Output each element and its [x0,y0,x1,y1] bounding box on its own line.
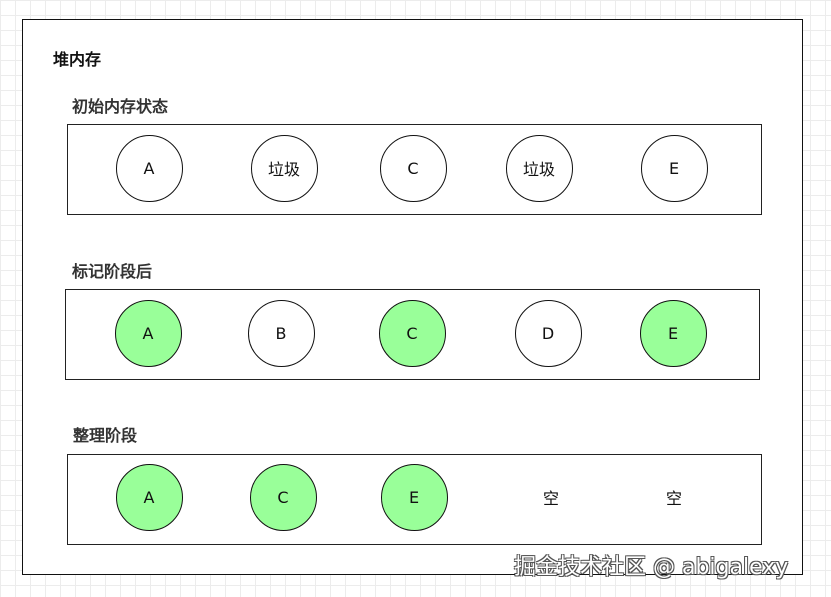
object-node: 垃圾 [505,134,573,202]
section-label: 初始内存状态 [72,97,169,116]
object-node: B [247,299,315,367]
section-label: 标记阶段后 [72,262,153,281]
heap-title: 堆内存 [53,50,102,69]
object-node: C [379,134,447,202]
marked-object: A [114,299,182,367]
marked-object: E [380,463,448,531]
marked-object: C [249,463,317,531]
marked-object: C [378,299,446,367]
empty-slot: 空 [665,489,683,508]
section-label: 整理阶段 [73,426,138,445]
object-node: D [514,299,582,367]
object-node: 垃圾 [250,134,318,202]
marked-object: E [639,299,707,367]
watermark: 掘金技术社区 @ abigalexy [514,555,789,580]
object-node: E [640,134,708,202]
empty-slot: 空 [542,489,560,508]
object-node: A [115,134,183,202]
marked-object: A [115,463,183,531]
